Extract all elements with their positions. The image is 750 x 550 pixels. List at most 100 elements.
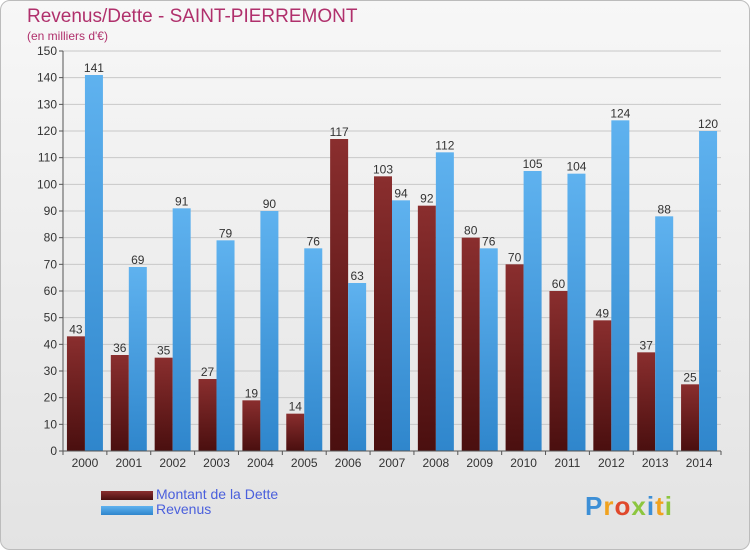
data-label-revenus-2001: 69: [131, 253, 145, 267]
data-label-dette-2003: 27: [201, 365, 215, 379]
y-tick-label: 0: [50, 444, 57, 458]
chart-subtitle: (en milliers d'€): [27, 29, 108, 43]
bar-revenus-2004: [260, 211, 279, 451]
legend-swatch-revenus: [101, 506, 153, 515]
data-label-dette-2010: 70: [508, 250, 522, 264]
bar-dette-2010: [505, 264, 524, 451]
x-tick-label: 2002: [159, 456, 186, 470]
x-tick-label: 2009: [466, 456, 493, 470]
bar-revenus-2014: [699, 131, 718, 451]
y-tick-label: 120: [37, 124, 57, 138]
bar-dette-2008: [417, 205, 436, 451]
bar-dette-2006: [330, 139, 349, 451]
bar-dette-2013: [637, 352, 656, 451]
bar-revenus-2007: [392, 200, 410, 451]
x-tick-label: 2013: [642, 456, 669, 470]
x-tick-label: 2001: [115, 456, 142, 470]
chart-title: Revenus/Dette - SAINT-PIERREMONT: [27, 6, 358, 27]
data-label-revenus-2014: 120: [698, 117, 718, 131]
x-tick-label: 2004: [247, 456, 274, 470]
x-tick-label: 2000: [72, 456, 99, 470]
data-label-revenus-2009: 76: [482, 234, 496, 248]
y-tick-label: 30: [44, 364, 58, 378]
data-label-revenus-2007: 94: [394, 186, 408, 200]
data-label-dette-2005: 14: [289, 400, 303, 414]
bar-dette-2000: [66, 336, 85, 451]
bar-revenus-2010: [523, 171, 542, 451]
bar-dette-2003: [198, 379, 217, 451]
x-tick-label: 2003: [203, 456, 230, 470]
data-label-revenus-2011: 104: [566, 160, 586, 174]
x-tick-label: 2012: [598, 456, 625, 470]
y-tick-label: 10: [44, 417, 58, 431]
x-tick-label: 2010: [510, 456, 537, 470]
bar-dette-2004: [242, 400, 261, 451]
y-tick-label: 20: [44, 391, 58, 405]
data-label-revenus-2010: 105: [523, 157, 543, 171]
y-tick-label: 150: [37, 44, 57, 58]
data-label-revenus-2006: 63: [350, 269, 364, 283]
data-label-revenus-2012: 124: [610, 106, 630, 120]
data-label-revenus-2013: 88: [658, 202, 672, 216]
bar-revenus-2003: [216, 240, 235, 451]
y-tick-label: 50: [44, 311, 58, 325]
data-label-dette-2000: 43: [69, 322, 83, 336]
y-tick-label: 60: [44, 284, 58, 298]
x-tick-label: 2007: [379, 456, 406, 470]
data-label-revenus-2003: 79: [219, 226, 233, 240]
data-label-dette-2004: 19: [245, 386, 259, 400]
data-label-revenus-2004: 90: [263, 197, 277, 211]
legend-swatch-dette: [101, 491, 153, 500]
bar-revenus-2002: [172, 208, 191, 451]
y-tick-label: 80: [44, 231, 58, 245]
x-tick-label: 2008: [423, 456, 450, 470]
data-label-dette-2009: 80: [464, 224, 478, 238]
data-label-dette-2013: 37: [640, 338, 654, 352]
bar-revenus-2008: [435, 152, 454, 452]
bar-revenus-2000: [84, 75, 103, 451]
data-label-revenus-2002: 91: [175, 194, 189, 208]
y-tick-label: 90: [44, 204, 58, 218]
bar-dette-2009: [461, 237, 480, 451]
bar-revenus-2009: [479, 248, 498, 451]
bar-dette-2011: [549, 291, 568, 451]
data-label-dette-2002: 35: [157, 344, 171, 358]
bar-revenus-2005: [304, 248, 323, 451]
y-tick-label: 100: [37, 177, 57, 191]
bar-dette-2005: [286, 413, 305, 451]
x-tick-label: 2014: [686, 456, 713, 470]
legend-label-revenus: Revenus: [156, 501, 212, 517]
bar-dette-2002: [154, 357, 173, 451]
bar-dette-2014: [681, 384, 700, 451]
data-label-revenus-2008: 112: [435, 138, 454, 152]
y-tick-label: 40: [44, 337, 58, 351]
x-tick-label: 2005: [291, 456, 318, 470]
data-label-dette-2007: 103: [373, 162, 393, 176]
data-label-dette-2012: 49: [596, 306, 610, 320]
bar-dette-2012: [593, 320, 612, 451]
bar-dette-2001: [110, 355, 129, 451]
bar-revenus-2013: [655, 216, 674, 451]
bar-revenus-2012: [611, 120, 630, 451]
bar-revenus-2011: [567, 173, 586, 451]
data-label-dette-2006: 117: [330, 125, 349, 139]
x-tick-label: 2011: [555, 456, 581, 470]
bar-revenus-2006: [348, 283, 367, 451]
y-tick-label: 130: [37, 97, 57, 111]
data-label-dette-2014: 25: [683, 370, 697, 384]
y-tick-label: 140: [37, 71, 57, 85]
legend-label-dette: Montant de la Dette: [156, 486, 279, 502]
bar-revenus-2001: [128, 267, 147, 451]
data-label-dette-2008: 92: [420, 192, 434, 206]
data-label-dette-2001: 36: [113, 341, 127, 355]
y-tick-label: 70: [44, 257, 58, 271]
proxiti-logo: Proxiti: [585, 491, 673, 521]
bar-dette-2007: [374, 176, 392, 452]
x-tick-label: 2006: [335, 456, 362, 470]
data-label-revenus-2005: 76: [307, 234, 321, 248]
data-label-revenus-2000: 141: [84, 61, 104, 75]
y-tick-label: 110: [38, 151, 57, 165]
data-label-dette-2011: 60: [552, 277, 566, 291]
